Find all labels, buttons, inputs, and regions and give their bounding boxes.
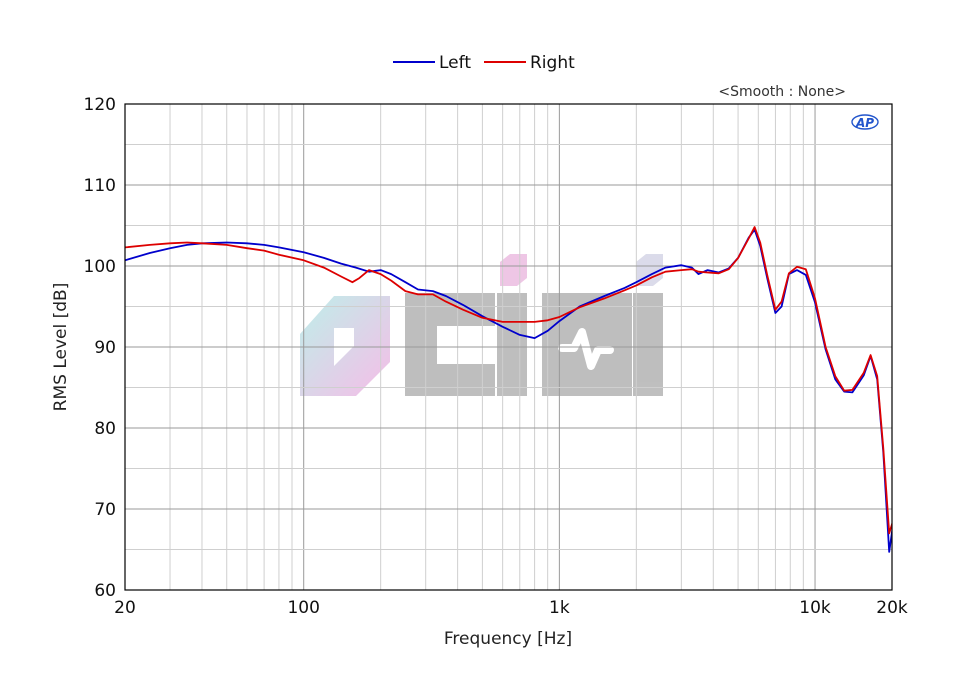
legend: Left Right [393,53,575,73]
x-tick-label: 10k [799,598,831,618]
grid [125,104,892,590]
y-axis-label: RMS Level [dB] [51,283,71,412]
y-axis-ticks: 60 70 80 90 100 110 120 [84,95,116,601]
x-tick-label: 20 [114,598,136,618]
y-tick-label: 100 [84,257,116,277]
y-tick-label: 70 [94,500,116,520]
legend-label-left: Left [439,53,471,73]
x-tick-label: 20k [876,598,908,618]
plot-frame [124,103,893,591]
watermark-logo [300,254,663,396]
y-tick-label: 60 [94,581,116,601]
y-tick-label: 120 [84,95,116,115]
ap-logo: AP [851,114,879,130]
series-line-right [125,226,892,535]
x-tick-label: 100 [287,598,319,618]
y-tick-label: 110 [84,176,116,196]
series-layer [125,226,892,553]
legend-label-right: Right [530,53,575,73]
y-tick-label: 80 [94,419,116,439]
x-axis-ticks: 20 100 1k 10k 20k [114,598,908,618]
y-tick-label: 90 [94,338,116,358]
smoothing-annotation: <Smooth : None> [718,84,846,100]
svg-text:AP: AP [855,116,874,130]
x-axis-label: Frequency [Hz] [444,629,572,649]
x-tick-label: 1k [549,598,570,618]
